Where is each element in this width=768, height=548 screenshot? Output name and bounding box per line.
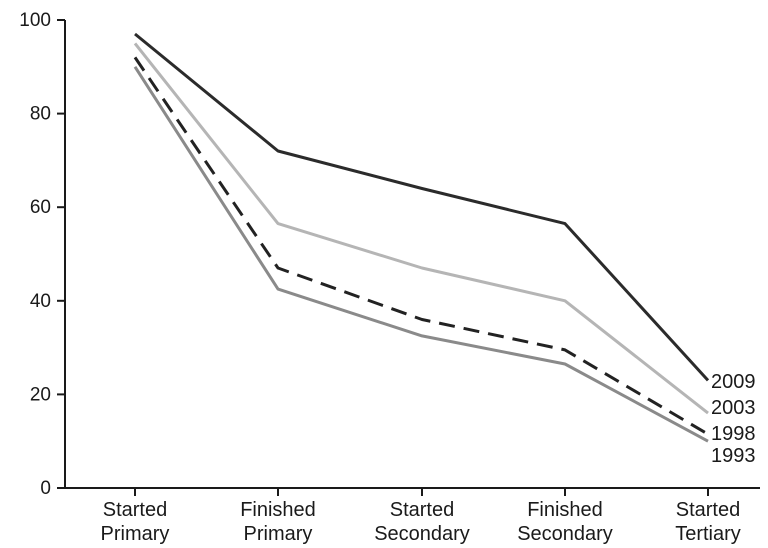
y-tick-label: 60 <box>30 197 51 218</box>
x-tick-label: Started Tertiary <box>675 499 741 545</box>
y-tick-label: 80 <box>30 104 51 125</box>
y-tick-label: 100 <box>19 10 51 31</box>
series-line-2003 <box>133 42 709 415</box>
series-line-1993 <box>133 65 709 443</box>
x-axis-labels: Started Primary Finished Primary Started Seco… <box>101 488 741 545</box>
axes <box>64 20 760 489</box>
series-line-1998 <box>133 56 709 436</box>
series-lines <box>133 32 710 443</box>
y-tick-label: 0 <box>40 478 51 499</box>
series-line-2009 <box>134 32 710 382</box>
x-tick-label: Finished Secondary <box>517 499 613 545</box>
x-tick-label: Finished Primary <box>240 499 316 545</box>
y-tick-label: 20 <box>30 384 51 405</box>
series-label-1993: 1993 <box>711 445 756 467</box>
series-label-2009: 2009 <box>711 371 756 393</box>
y-tick-label: 40 <box>30 291 51 312</box>
series-label-2003: 2003 <box>711 397 756 419</box>
y-axis-ticks: 0 20 40 60 80 100 <box>19 10 65 499</box>
series-label-1998: 1998 <box>711 423 756 445</box>
x-tick-label: Started Primary <box>101 499 170 545</box>
x-tick-label: Started Secondary <box>374 499 470 545</box>
